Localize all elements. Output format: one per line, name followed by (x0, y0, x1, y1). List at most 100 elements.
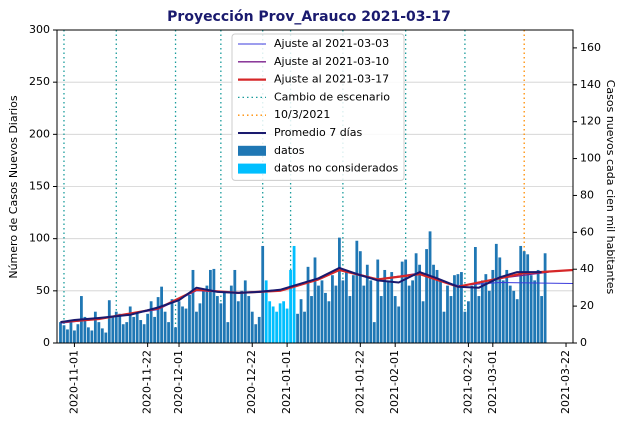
bar (439, 280, 442, 343)
bar (222, 292, 226, 343)
bar (351, 275, 355, 343)
bar (453, 275, 456, 343)
bar (407, 285, 411, 343)
bar (268, 301, 272, 343)
bar (418, 264, 421, 343)
bar (128, 306, 132, 343)
bar (100, 328, 104, 343)
legend-label: Ajuste al 2021-03-10 (274, 55, 389, 68)
y-tick-label: 150 (29, 180, 50, 193)
bar (59, 322, 62, 343)
bar (271, 306, 275, 343)
bar (142, 324, 146, 343)
y-tick-label: 50 (36, 284, 50, 297)
bar (369, 280, 373, 343)
y2-tick-label: 0 (580, 336, 587, 349)
bar (473, 247, 477, 343)
bar (170, 299, 174, 343)
bar (480, 280, 484, 343)
bar (477, 296, 481, 343)
bar (209, 269, 212, 343)
bar (393, 296, 397, 343)
bar (93, 311, 97, 343)
chart-title: Proyección Prov_Arauco 2021-03-17 (167, 9, 451, 25)
bar (257, 316, 261, 343)
bar (397, 306, 401, 343)
bar (435, 269, 439, 343)
y-tick-label: 250 (29, 75, 50, 88)
bar (411, 280, 415, 343)
bar (177, 301, 181, 343)
bar (460, 272, 463, 343)
legend: Ajuste al 2021-03-03 Ajuste al 2021-03-10… (231, 33, 405, 181)
bar (390, 272, 394, 343)
bar (226, 322, 230, 343)
y2-tick-label: 60 (580, 225, 594, 238)
y-tick-label: 300 (29, 23, 50, 36)
bar (97, 322, 101, 343)
bar (86, 327, 90, 343)
bar (163, 311, 167, 343)
bar (240, 290, 244, 343)
bar (289, 269, 292, 343)
y2-tick-label: 160 (580, 41, 601, 54)
bar (107, 300, 111, 343)
bar (536, 269, 540, 343)
bar (132, 316, 136, 343)
bar (379, 296, 383, 343)
y-tick-label: 0 (43, 336, 50, 349)
legend-swatch (238, 145, 266, 156)
bar (533, 280, 537, 343)
bar (400, 261, 404, 343)
bar (250, 311, 254, 343)
bar (334, 285, 338, 343)
bar (219, 303, 223, 343)
bar (313, 257, 317, 343)
bar (278, 303, 282, 343)
bar (73, 330, 76, 343)
bar (205, 285, 209, 343)
y2-tick-label: 140 (580, 78, 601, 91)
bar (104, 332, 108, 343)
bar (421, 301, 425, 343)
bar (522, 251, 526, 343)
x-tick-label: 2021-01-22 (353, 350, 366, 414)
bar (446, 285, 449, 343)
y-tick-label: 200 (29, 127, 50, 140)
bar (338, 237, 341, 343)
bar (317, 285, 320, 343)
bar (236, 301, 240, 343)
bar (324, 292, 327, 343)
bar (498, 257, 502, 343)
bar (181, 306, 184, 343)
bar (285, 308, 289, 343)
bar (501, 280, 505, 343)
y2-tick-label: 120 (580, 115, 601, 128)
x-tick-label: 2021-02-22 (461, 350, 474, 414)
bar (229, 285, 233, 343)
legend-swatch (238, 163, 266, 174)
x-tick-label: 2020-12-22 (245, 350, 258, 414)
bar (215, 296, 219, 343)
bar (515, 299, 519, 343)
bar (174, 327, 177, 343)
x-tick-label: 2020-11-01 (67, 350, 80, 414)
legend-label: Ajuste al 2021-03-03 (274, 37, 389, 50)
bar (372, 322, 376, 343)
bar (282, 301, 286, 343)
x-tick-label: 2020-12-01 (172, 350, 185, 414)
legend-box (231, 33, 405, 181)
bar (508, 285, 512, 343)
bar (320, 280, 324, 343)
bar (331, 275, 334, 343)
bar (512, 290, 516, 343)
bar (463, 311, 467, 343)
bar (296, 313, 299, 343)
bar (153, 316, 157, 343)
bar (292, 245, 296, 343)
y-tick-label: 100 (29, 232, 50, 245)
plot (59, 30, 574, 343)
bar (303, 311, 306, 343)
legend-label: Promedio 7 días (274, 126, 362, 139)
